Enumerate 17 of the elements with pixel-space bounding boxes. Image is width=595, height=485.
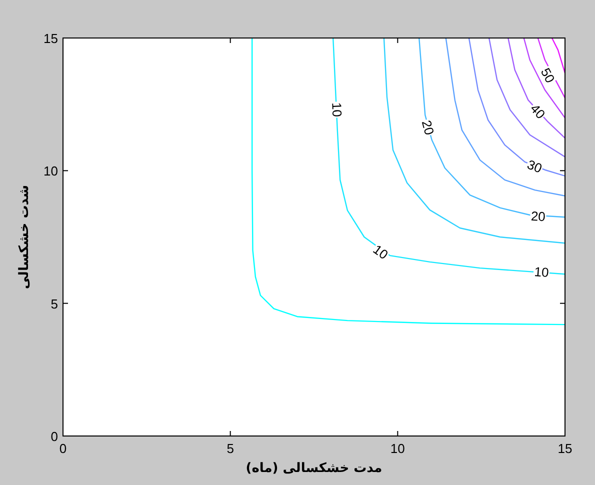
annotation: 30 [525, 156, 544, 176]
annotation: 40 [527, 100, 548, 122]
y-tick-label: 0 [50, 429, 58, 444]
y-tick-label: 10 [44, 164, 58, 179]
x-tick-label: 5 [226, 441, 234, 456]
annotation: 20 [418, 118, 438, 136]
annotation: 20 [530, 208, 546, 224]
y-axis-title: شدت خشکسالی [17, 184, 32, 290]
annotation: 10 [329, 102, 345, 118]
annotation: 50 [538, 65, 558, 86]
x-tick-label: 15 [558, 441, 572, 456]
annotation: 10 [370, 242, 391, 262]
x-axis-title: مدت خشکسالی (ماه) [246, 461, 382, 476]
annotation: 10 [534, 264, 550, 280]
y-tick-label: 5 [50, 296, 58, 312]
y-tick-label: 15 [44, 31, 58, 46]
x-tick-label: 10 [390, 441, 405, 456]
